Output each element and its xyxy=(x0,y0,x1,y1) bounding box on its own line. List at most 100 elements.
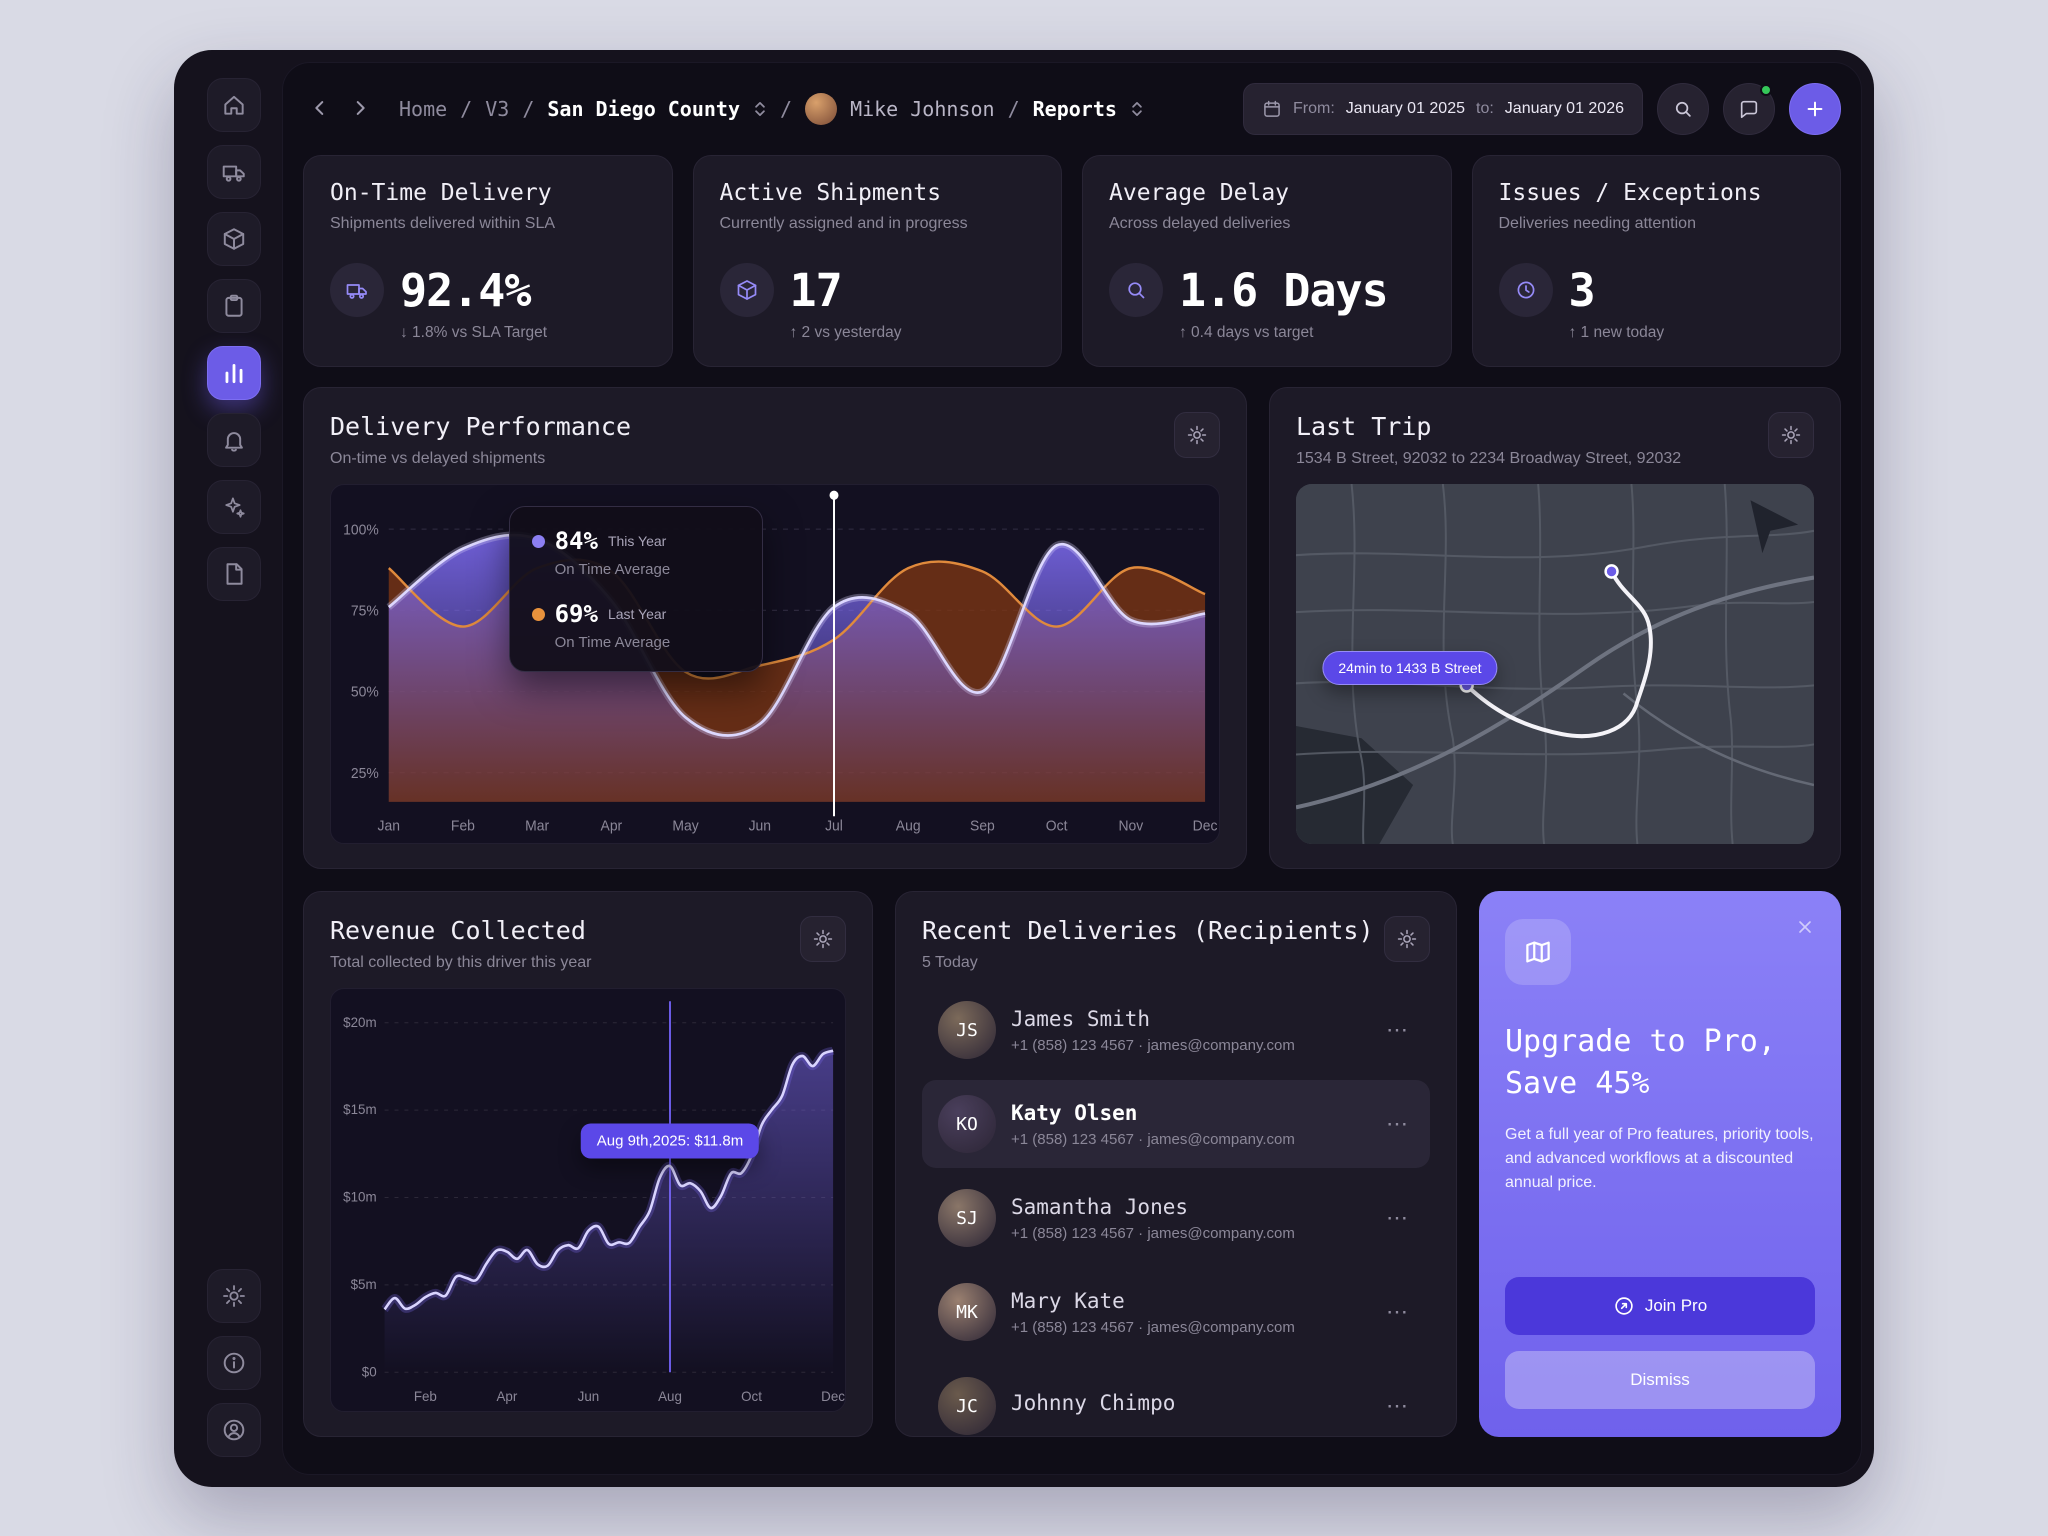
avatar: JS xyxy=(938,1001,996,1059)
list-item[interactable]: JS James Smith +1 (858) 123 4567 · james… xyxy=(922,986,1430,1074)
nav-back-button[interactable] xyxy=(303,92,337,126)
avatar: KO xyxy=(938,1095,996,1153)
revenue-settings-button[interactable] xyxy=(800,916,846,962)
more-icon[interactable]: ⋯ xyxy=(1380,1109,1414,1139)
card-subtitle: 1534 B Street, 92032 to 2234 Broadway St… xyxy=(1296,450,1682,467)
svg-text:Jan: Jan xyxy=(378,818,400,834)
add-button[interactable] xyxy=(1789,83,1841,135)
breadcrumb-v3[interactable]: V3 xyxy=(485,97,510,121)
chevron-left-icon xyxy=(315,100,324,115)
breadcrumb-separator: / xyxy=(522,97,535,121)
sidebar-item-shipments[interactable] xyxy=(207,212,261,266)
contact-name: Samantha Jones xyxy=(1011,1194,1189,1219)
sidebar-item-reports[interactable] xyxy=(207,346,261,400)
stat-value: 1.6 Days xyxy=(1179,263,1389,317)
breadcrumb-home[interactable]: Home xyxy=(399,97,448,121)
sidebar-item-automations[interactable] xyxy=(207,480,261,534)
date-to-value: January 01 2026 xyxy=(1504,100,1624,117)
card-title: Recent Deliveries (Recipients) xyxy=(922,916,1374,945)
recent-deliveries-card: Recent Deliveries (Recipients) 5 Today J… xyxy=(895,891,1457,1437)
breadcrumb-section[interactable]: Reports xyxy=(1032,97,1117,121)
svg-text:Aug: Aug xyxy=(896,818,921,834)
chart-tooltip: Aug 9th,2025: $11.8m xyxy=(580,1123,760,1159)
chat-icon xyxy=(1740,100,1758,119)
list-item[interactable]: JC Johnny Chimpo ⋯ xyxy=(922,1362,1430,1436)
route-start-dot xyxy=(1604,564,1619,579)
contact-name: Mary Kate xyxy=(1011,1288,1125,1313)
user-avatar xyxy=(805,93,838,125)
section-dropdown-toggle[interactable] xyxy=(1130,99,1144,119)
sidebar-item-account[interactable] xyxy=(207,1403,261,1457)
stat-value: 3 xyxy=(1568,263,1596,317)
date-range-picker[interactable]: From: January 01 2025 to: January 01 202… xyxy=(1243,83,1643,135)
home-icon xyxy=(224,95,244,115)
svg-text:Nov: Nov xyxy=(1118,818,1144,834)
sidebar-item-fleet[interactable] xyxy=(207,145,261,199)
trip-map[interactable]: 24min to 1433 B Street xyxy=(1296,484,1814,844)
dismiss-button[interactable]: Dismiss xyxy=(1505,1351,1815,1409)
join-pro-button[interactable]: Join Pro xyxy=(1505,1277,1815,1335)
breadcrumb-region[interactable]: San Diego County xyxy=(547,97,741,121)
svg-text:Oct: Oct xyxy=(741,1389,762,1404)
list-item[interactable]: MK Mary Kate +1 (858) 123 4567 · james@c… xyxy=(922,1268,1430,1356)
more-icon[interactable]: ⋯ xyxy=(1380,1203,1414,1233)
stat-value: 17 xyxy=(789,263,843,317)
svg-text:Jul: Jul xyxy=(825,818,843,834)
last-trip-settings-button[interactable] xyxy=(1768,412,1814,458)
breadcrumb-user[interactable]: Mike Johnson xyxy=(850,97,995,121)
bell-icon xyxy=(225,432,243,452)
contact-detail: +1 (858) 123 4567 · james@company.com xyxy=(1011,1224,1295,1242)
stat-title: Issues / Exceptions xyxy=(1498,180,1762,206)
breadcrumb-separator: / xyxy=(1007,97,1020,121)
last-year-label: Last Year xyxy=(607,606,667,623)
gear-icon xyxy=(223,1285,245,1307)
bar-chart-icon xyxy=(225,364,243,384)
package-icon xyxy=(223,228,245,250)
list-item[interactable]: KO Katy Olsen +1 (858) 123 4567 · james@… xyxy=(922,1080,1430,1168)
card-subtitle: Total collected by this driver this year xyxy=(330,954,592,971)
contact-name: James Smith xyxy=(1011,1006,1151,1031)
svg-text:Aug: Aug xyxy=(658,1389,682,1404)
more-icon[interactable]: ⋯ xyxy=(1380,1391,1414,1421)
search-button[interactable] xyxy=(1657,83,1709,135)
more-icon[interactable]: ⋯ xyxy=(1380,1015,1414,1045)
stat-delta: ↑ 1 new today xyxy=(1568,324,1665,341)
chart-tooltip: 84% This Year On Time Average 69% Last Y… xyxy=(508,506,763,673)
messages-button[interactable] xyxy=(1723,83,1775,135)
card-title: Delivery Performance xyxy=(330,412,632,441)
close-icon[interactable] xyxy=(1789,911,1821,946)
sidebar-item-settings[interactable] xyxy=(207,1269,261,1323)
info-icon xyxy=(223,1352,245,1374)
recent-settings-button[interactable] xyxy=(1384,916,1430,962)
route-path xyxy=(1464,569,1653,739)
file-icon xyxy=(226,563,243,585)
nav-forward-button[interactable] xyxy=(343,92,377,126)
contact-list: JS James Smith +1 (858) 123 4567 · james… xyxy=(922,980,1430,1436)
svg-text:Jun: Jun xyxy=(749,818,771,834)
stat-card-average-delay: Average Delay Across delayed deliveries … xyxy=(1082,155,1452,367)
delivery-performance-chart[interactable]: 100% 75% 50% 25% Jan Feb Mar Apr May Jun Jul Aug Sep… xyxy=(330,484,1220,844)
svg-text:May: May xyxy=(672,818,699,834)
svg-text:50%: 50% xyxy=(351,684,379,700)
region-dropdown-toggle[interactable] xyxy=(753,99,767,119)
contact-detail: +1 (858) 123 4567 · james@company.com xyxy=(1011,1036,1295,1054)
svg-text:Feb: Feb xyxy=(451,818,475,834)
stat-delta: ↑ 2 vs yesterday xyxy=(789,324,902,341)
sidebar-item-help[interactable] xyxy=(207,1336,261,1390)
stat-subtitle: Across delayed deliveries xyxy=(1109,215,1291,232)
sidebar-item-home[interactable] xyxy=(207,78,261,132)
sort-chevrons-icon xyxy=(1132,102,1142,116)
svg-text:75%: 75% xyxy=(351,603,379,619)
list-item[interactable]: SJ Samantha Jones +1 (858) 123 4567 · ja… xyxy=(922,1174,1430,1262)
sidebar-item-documents[interactable] xyxy=(207,547,261,601)
last-year-sub: On Time Average xyxy=(554,634,671,652)
truck-icon xyxy=(330,263,384,317)
this-year-label: This Year xyxy=(607,533,667,550)
bottom-row: Revenue Collected Total collected by thi… xyxy=(303,891,1841,1437)
svg-text:Oct: Oct xyxy=(1046,818,1068,834)
sidebar-item-orders[interactable] xyxy=(207,279,261,333)
more-icon[interactable]: ⋯ xyxy=(1380,1297,1414,1327)
revenue-chart[interactable]: $20m $15m $10m $5m $0 Feb Apr Jun Aug Oct Dec Aug … xyxy=(330,988,846,1412)
sidebar-item-notifications[interactable] xyxy=(207,413,261,467)
performance-settings-button[interactable] xyxy=(1174,412,1220,458)
